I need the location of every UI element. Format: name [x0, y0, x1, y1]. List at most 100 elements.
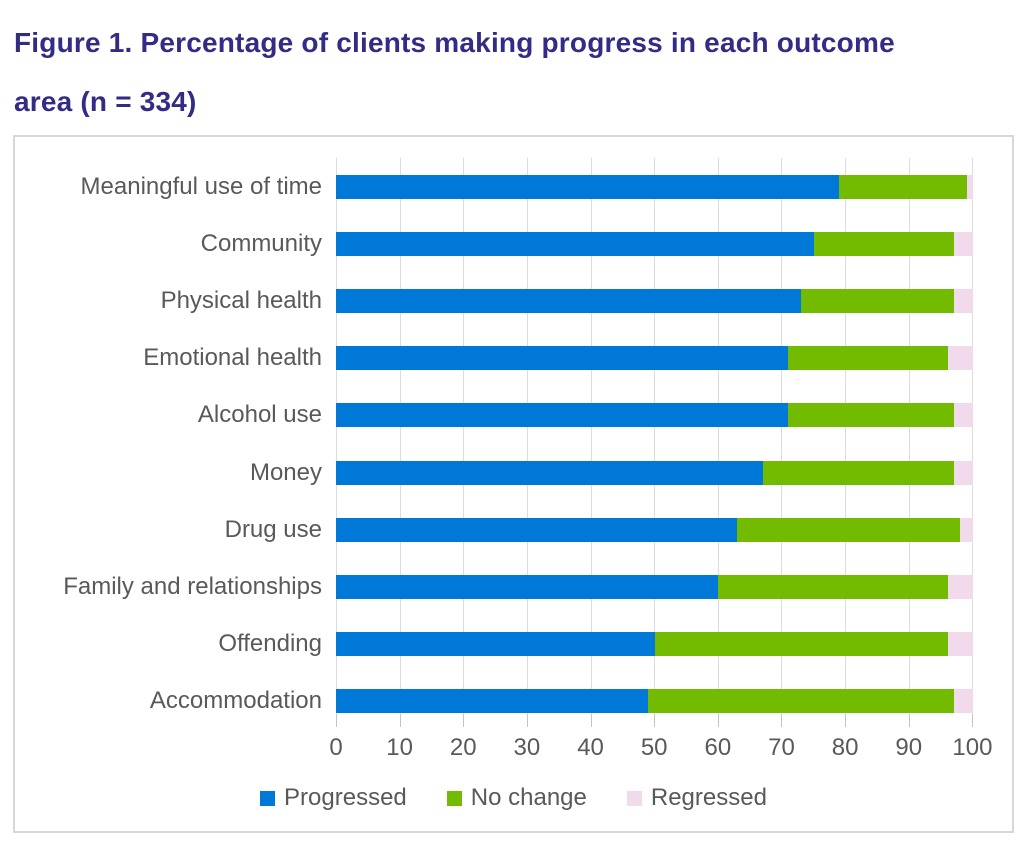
bar-segment-progressed — [336, 517, 738, 542]
no-change-swatch-icon — [446, 790, 462, 806]
chart-row: Alcohol use — [198, 387, 973, 444]
category-label: Community — [200, 229, 322, 257]
x-axis-tick-label: 0 — [329, 734, 343, 761]
figure-title-line1: Figure 1. Percentage of clients making p… — [14, 27, 895, 58]
chart-row: Drug use — [225, 501, 973, 558]
category-label: Drug use — [224, 515, 322, 543]
category-label: Money — [249, 458, 322, 486]
gridline — [526, 158, 528, 714]
x-axis-tick-label: 20 — [449, 734, 477, 761]
axis-tick — [399, 714, 401, 727]
legend-label-progressed: Progressed — [284, 784, 407, 811]
bar-segment-regressed — [947, 574, 973, 599]
legend-item-no-change: No change — [446, 784, 587, 812]
bar-track — [336, 174, 973, 199]
x-axis-tick-label: 50 — [640, 734, 668, 761]
x-axis-tick-label: 70 — [768, 734, 795, 761]
chart-container: 0 10 20 30 40 50 60 70 80 90 100 Meaningful use of … — [13, 135, 1014, 833]
axis-tick — [526, 714, 528, 727]
chart-row: Community — [201, 215, 973, 272]
bar-segment-progressed — [336, 288, 801, 313]
bar-segment-no-change — [654, 632, 948, 657]
chart-row: Meaningful use of time — [81, 158, 973, 215]
gridline — [336, 158, 337, 714]
legend-label-no-change: No change — [470, 784, 587, 811]
bar-segment-progressed — [336, 689, 649, 714]
legend-item-regressed: Regressed — [626, 784, 767, 812]
category-label: Meaningful use of time — [80, 172, 322, 200]
bar-segment-no-change — [788, 403, 954, 428]
figure-title-line2: area (n = 334) — [14, 86, 197, 117]
bar-segment-regressed — [953, 288, 973, 313]
axis-tick — [590, 714, 592, 727]
bar-segment-progressed — [336, 174, 840, 199]
bar-segment-progressed — [336, 231, 814, 256]
bar-segment-no-change — [648, 689, 954, 714]
bar-track — [336, 574, 973, 599]
chart-row: Family and relationships — [63, 558, 973, 615]
category-label: Offending — [218, 630, 322, 658]
x-axis-tick-label: 40 — [577, 734, 604, 761]
chart-row: Emotional health — [143, 330, 973, 387]
gridline — [654, 158, 656, 714]
bar-track — [336, 288, 973, 313]
chart-row: Money — [250, 444, 973, 501]
bar-segment-regressed — [953, 403, 973, 428]
bar-track — [336, 403, 973, 428]
gridline — [845, 158, 847, 714]
bar-segment-regressed — [947, 632, 973, 657]
bar-segment-no-change — [718, 574, 948, 599]
bar-segment-no-change — [839, 174, 967, 199]
chart-row: Offending — [218, 616, 973, 673]
gridline — [463, 158, 465, 714]
progressed-swatch-icon — [260, 790, 276, 806]
axis-tick — [717, 714, 719, 727]
bar-track — [336, 346, 973, 371]
category-label: Physical health — [160, 286, 322, 314]
bar-track — [336, 460, 973, 485]
gridline — [781, 158, 783, 714]
x-axis-tick-label: 30 — [513, 734, 541, 761]
bar-segment-regressed — [953, 689, 973, 714]
x-axis-tick-label: 80 — [831, 734, 859, 761]
gridline — [399, 158, 401, 714]
bar-track — [336, 632, 973, 657]
axis-tick — [845, 714, 847, 727]
bar-track — [336, 689, 973, 714]
bar-segment-no-change — [737, 517, 961, 542]
chart-row: Accommodation — [150, 673, 973, 730]
bar-segment-progressed — [336, 632, 655, 657]
bar-segment-no-change — [813, 231, 954, 256]
x-axis-tick-label: 90 — [895, 734, 923, 761]
bar-segment-regressed — [953, 460, 973, 485]
bar-segment-no-change — [801, 288, 954, 313]
bar-track — [336, 231, 973, 256]
plot-area: 0 10 20 30 40 50 60 70 80 90 100 Meaningful use of … — [63, 158, 992, 761]
category-label: Accommodation — [149, 687, 322, 715]
bar-segment-regressed — [966, 174, 973, 199]
gridline — [972, 158, 974, 714]
chart-row: Physical health — [161, 272, 973, 329]
figure-title: Figure 1. Percentage of clients making p… — [14, 13, 895, 131]
category-label: Alcohol use — [197, 401, 322, 429]
regressed-swatch-icon — [626, 790, 642, 806]
axis-tick — [463, 714, 465, 727]
bar-segment-regressed — [947, 346, 973, 371]
bar-segment-progressed — [336, 574, 719, 599]
axis-tick — [781, 714, 783, 727]
axis-tick — [336, 714, 337, 727]
legend-label-regressed: Regressed — [650, 784, 767, 811]
axis-tick — [908, 714, 910, 727]
category-label: Family and relationships — [63, 572, 322, 600]
bar-segment-no-change — [788, 346, 948, 371]
bar-segment-progressed — [336, 403, 789, 428]
axis-tick — [654, 714, 656, 727]
x-axis-tick-label: 100 — [952, 734, 993, 761]
bar-segment-regressed — [960, 517, 973, 542]
legend-item-progressed: Progressed — [260, 784, 407, 812]
legend: Progressed No change Regressed — [15, 784, 1012, 812]
gridline — [717, 158, 719, 714]
gridline — [590, 158, 592, 714]
gridline — [908, 158, 910, 714]
x-axis-tick-label: 10 — [386, 734, 413, 761]
